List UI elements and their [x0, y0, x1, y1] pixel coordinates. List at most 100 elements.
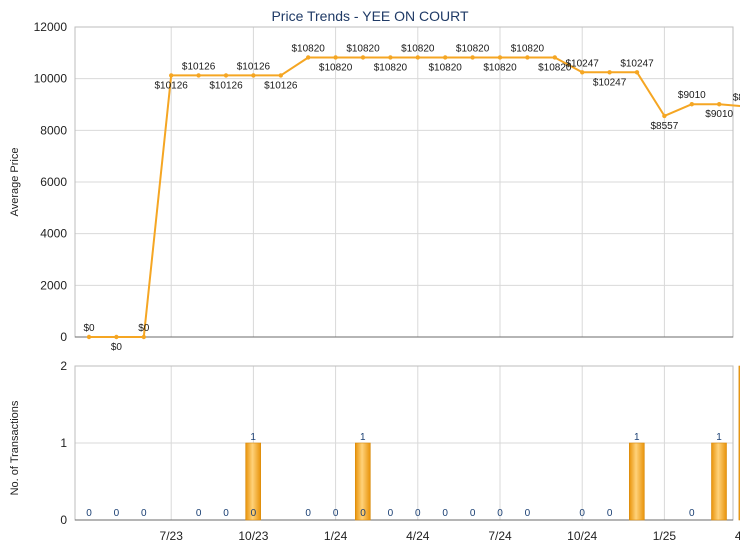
transaction-count-label: 0	[114, 508, 120, 519]
price-y-tick-label: 4000	[40, 227, 67, 241]
price-data-label: $10247	[566, 58, 600, 69]
price-data-label: $0	[83, 323, 95, 334]
price-point	[196, 73, 201, 78]
price-point	[415, 55, 420, 60]
transaction-count-label: 1	[716, 432, 722, 443]
price-y-tick-label: 8000	[40, 123, 67, 137]
price-data-label: $10820	[401, 43, 435, 54]
transactions-chart-grid: 7/23 10/23 1/24 4/24 7/24 10/24 1/25 4/25 0 1 2	[60, 359, 740, 543]
price-y-tick-label: 6000	[40, 175, 67, 189]
transaction-count-label: 0	[223, 508, 229, 519]
price-point	[306, 55, 311, 60]
transaction-bar	[354, 442, 371, 521]
price-y-tick-label: 12000	[34, 20, 68, 34]
transaction-count-label: 1	[634, 432, 640, 443]
price-data-label: $8923	[733, 92, 740, 103]
price-data-label: $10820	[292, 43, 326, 54]
price-data-label: $10126	[264, 80, 298, 91]
price-data-label: $10820	[538, 62, 572, 73]
transactions-y-axis-label: No. of Transactions	[9, 400, 21, 495]
x-tick-label: 4/24	[406, 529, 430, 543]
price-chart-grid: 0 2000 4000 6000 8000 10000 12000	[34, 20, 734, 344]
price-data-label: $10820	[374, 62, 408, 73]
price-y-tick-label: 10000	[34, 72, 68, 86]
transaction-count-label: 0	[470, 508, 476, 519]
transaction-count-label: 0	[141, 508, 147, 519]
x-tick-label: 7/24	[488, 529, 512, 543]
price-data-label: $10820	[456, 43, 490, 54]
transaction-count-label: 1	[360, 432, 366, 443]
transaction-count-label: 0	[360, 508, 366, 519]
price-point	[689, 102, 694, 107]
transaction-count-label: 0	[388, 508, 394, 519]
price-line	[89, 56, 740, 338]
transaction-bar	[628, 442, 645, 521]
transaction-count-label: 0	[607, 508, 613, 519]
price-point	[86, 334, 92, 340]
price-data-label: $10126	[155, 80, 189, 91]
transactions-y-tick-label: 1	[60, 436, 67, 450]
price-data-label: $10126	[182, 61, 216, 72]
price-point	[114, 334, 119, 340]
price-point	[580, 70, 585, 75]
transaction-bar	[245, 442, 261, 521]
transaction-count-label: 0	[525, 508, 531, 519]
transaction-count-label: 0	[305, 508, 311, 519]
price-point	[141, 334, 146, 340]
price-line-series	[86, 55, 740, 340]
price-point	[470, 55, 475, 60]
price-point	[634, 70, 640, 75]
transaction-count-label: 0	[497, 508, 503, 519]
transaction-count-label: 0	[442, 508, 448, 519]
price-data-label: $0	[111, 342, 123, 353]
price-point	[333, 55, 338, 60]
x-tick-label: 10/24	[567, 529, 597, 543]
price-point	[443, 55, 448, 60]
price-data-label: $10126	[237, 61, 271, 72]
price-data-label: $10247	[593, 77, 627, 88]
transaction-bars	[245, 365, 740, 521]
price-point	[552, 55, 557, 60]
transaction-count-label: 0	[333, 508, 339, 519]
data-labels: $0 $0 $0 $10126 $10126 $10126 $10126 $10126 $108…	[83, 43, 740, 519]
price-y-tick-label: 2000	[40, 278, 67, 292]
price-data-label: $0	[138, 323, 150, 334]
x-tick-label: 10/23	[238, 529, 268, 543]
transaction-count-label: 0	[689, 508, 695, 519]
transaction-bar	[711, 442, 727, 521]
transactions-y-tick-label: 0	[60, 513, 67, 527]
transaction-count-label: 0	[196, 508, 202, 519]
price-point	[223, 73, 229, 78]
price-data-label: $9010	[705, 109, 733, 120]
price-data-label: $10820	[319, 62, 353, 73]
transaction-count-label: 0	[579, 508, 585, 519]
price-point	[251, 73, 256, 78]
x-tick-label: 4/25	[735, 529, 740, 543]
price-point	[169, 73, 174, 78]
transaction-bar	[738, 365, 740, 521]
price-y-tick-label: 0	[60, 330, 67, 344]
price-data-label: $10820	[346, 43, 380, 54]
price-data-label: $10820	[511, 43, 545, 54]
price-data-label: $10126	[209, 80, 243, 91]
price-point	[717, 102, 722, 107]
price-data-label: $10247	[620, 58, 654, 69]
price-point	[497, 55, 503, 60]
x-tick-label: 7/23	[160, 529, 184, 543]
price-data-label: $8557	[650, 121, 678, 132]
price-point	[662, 113, 667, 119]
price-point	[360, 55, 366, 60]
price-data-label: $10820	[483, 62, 517, 73]
price-point	[607, 70, 612, 75]
price-data-label: $9010	[678, 90, 706, 101]
x-tick-label: 1/24	[324, 529, 348, 543]
chart-title: Price Trends - YEE ON COURT	[271, 8, 469, 24]
transaction-count-label: 0	[251, 508, 257, 519]
price-point	[388, 55, 393, 60]
price-data-label: $10820	[429, 62, 463, 73]
price-point	[278, 73, 283, 78]
transaction-count-label: 0	[86, 508, 92, 519]
transactions-y-tick-label: 2	[60, 359, 67, 373]
x-tick-label: 1/25	[653, 529, 677, 543]
